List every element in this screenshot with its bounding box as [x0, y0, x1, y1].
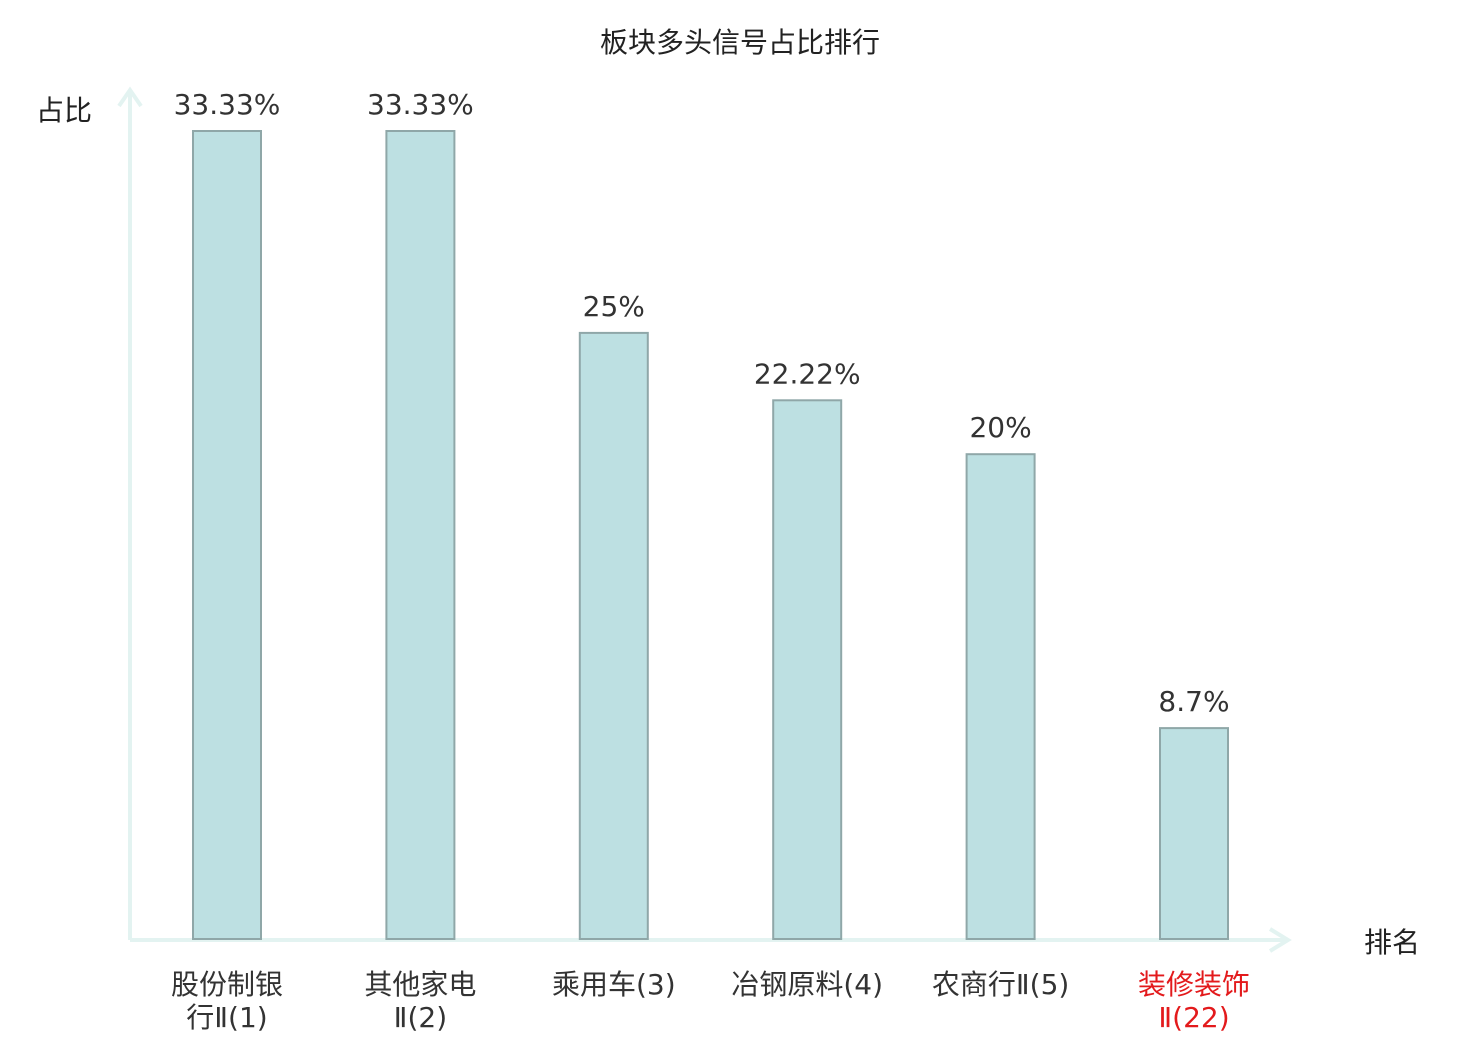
- x-axis-label: 排名: [1364, 926, 1420, 959]
- y-axis-arrow-icon: [117, 86, 143, 108]
- chart-title: 板块多头信号占比排行: [600, 26, 880, 59]
- category-tick-label: 装修装饰: [1138, 968, 1250, 1001]
- category-tick-label: 行Ⅱ(1): [186, 1001, 267, 1034]
- category-tick-label: Ⅱ(2): [394, 1001, 447, 1034]
- bar: [1159, 727, 1229, 940]
- bar-value-label: 25%: [583, 290, 645, 323]
- category-tick-label: 农商行Ⅱ(5): [932, 968, 1069, 1001]
- bar: [772, 399, 843, 940]
- bar-value-label: 33.33%: [174, 88, 281, 121]
- category-tick-label: 其他家电: [364, 968, 476, 1001]
- category-tick-label: 冶钢原料(4): [731, 968, 883, 1001]
- bar: [965, 453, 1036, 940]
- bar-value-label: 20%: [969, 411, 1031, 444]
- bar-value-label: 8.7%: [1158, 685, 1229, 718]
- bar-value-label: 33.33%: [367, 88, 474, 121]
- bar: [385, 130, 456, 940]
- bar: [192, 130, 262, 940]
- value-labels-group: 33.33% 33.33% 25% 22.22% 20% 8.7%: [174, 88, 1230, 718]
- category-tick-label: Ⅱ(22): [1158, 1001, 1229, 1034]
- category-tick-label: 乘用车(3): [552, 968, 676, 1001]
- y-axis-label: 占比: [36, 94, 92, 127]
- x-axis-arrow-icon: [1268, 927, 1292, 953]
- bars-group: [192, 130, 1229, 940]
- bar-value-label: 22.22%: [754, 357, 861, 390]
- category-tick-label: 股份制银: [171, 968, 283, 1001]
- bar: [578, 331, 649, 940]
